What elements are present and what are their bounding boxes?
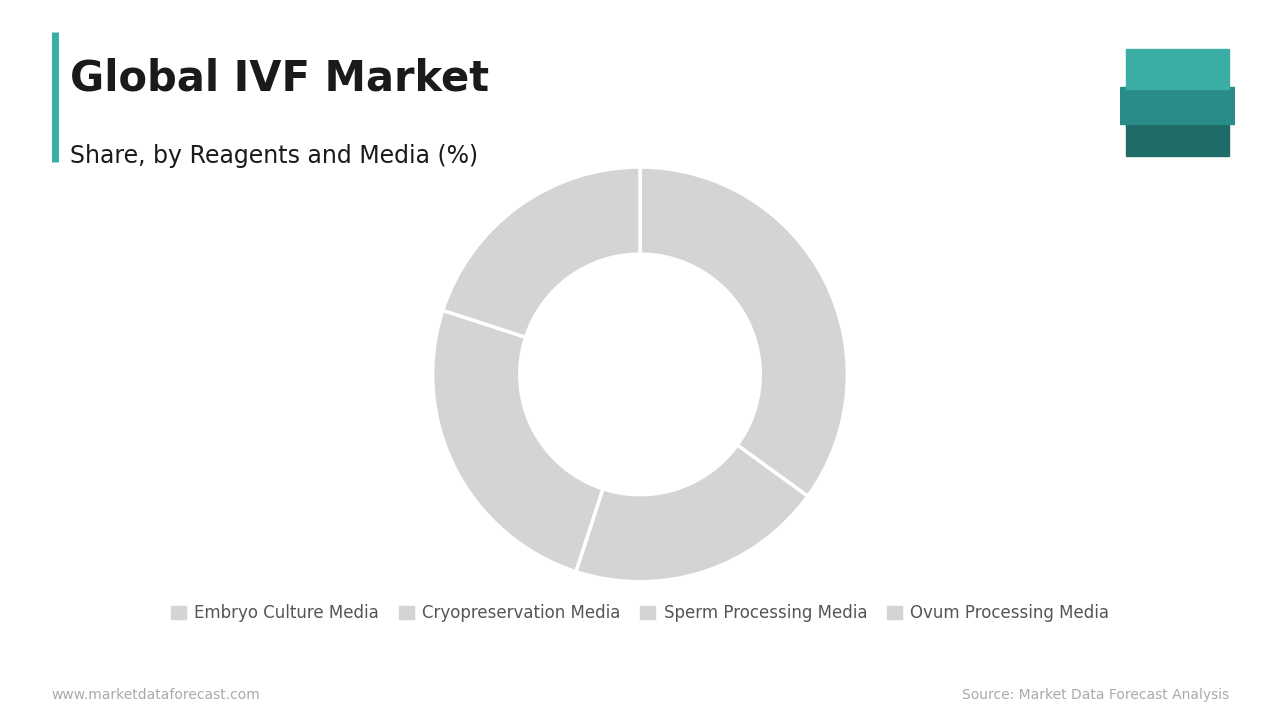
Polygon shape: [1126, 49, 1230, 89]
Polygon shape: [1126, 122, 1230, 156]
Wedge shape: [640, 167, 847, 496]
Text: www.marketdataforecast.com: www.marketdataforecast.com: [51, 688, 260, 702]
Text: Share, by Reagents and Media (%): Share, by Reagents and Media (%): [70, 144, 479, 168]
Text: Global IVF Market: Global IVF Market: [70, 58, 489, 99]
Text: Source: Market Data Forecast Analysis: Source: Market Data Forecast Analysis: [961, 688, 1229, 702]
Wedge shape: [443, 167, 640, 337]
Legend: Embryo Culture Media, Cryopreservation Media, Sperm Processing Media, Ovum Proce: Embryo Culture Media, Cryopreservation M…: [164, 598, 1116, 629]
Polygon shape: [1120, 87, 1235, 124]
Wedge shape: [576, 445, 808, 582]
Wedge shape: [433, 310, 603, 572]
